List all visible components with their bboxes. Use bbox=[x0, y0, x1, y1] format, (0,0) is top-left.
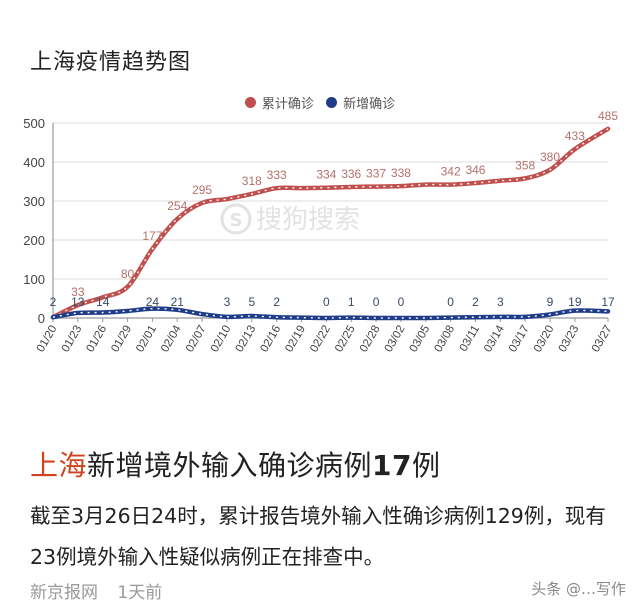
new-value-label: 17 bbox=[601, 295, 615, 309]
legend-dot-cumulative-icon bbox=[244, 97, 256, 108]
x-tick-label: 02/25 bbox=[333, 324, 358, 355]
article-time: 1天前 bbox=[117, 583, 163, 603]
y-tick-label: 100 bbox=[23, 272, 45, 287]
cumulative-value-label: 80 bbox=[121, 267, 135, 281]
y-tick-label: 200 bbox=[23, 233, 45, 248]
cumulative-value-label: 358 bbox=[515, 158, 535, 172]
new-value-label: 0 bbox=[447, 295, 454, 309]
new-value-label: 0 bbox=[373, 295, 380, 309]
x-tick-label: 02/13 bbox=[234, 324, 259, 355]
x-tick-label: 02/16 bbox=[258, 324, 283, 355]
x-tick-label: 02/07 bbox=[184, 324, 209, 355]
new-value-label: 3 bbox=[497, 295, 504, 309]
new-value-label: 5 bbox=[248, 295, 255, 309]
new-value-label: 1 bbox=[348, 295, 355, 309]
x-tick-label: 03/17 bbox=[507, 324, 532, 355]
x-tick-label: 01/23 bbox=[60, 324, 85, 355]
headline-number: 17 bbox=[372, 449, 412, 482]
legend-item-new[interactable]: 新增确诊 bbox=[326, 93, 395, 112]
cumulative-value-label: 338 bbox=[391, 166, 411, 180]
author-watermark: 头条 @…写作 bbox=[531, 580, 626, 598]
y-tick-label: 0 bbox=[38, 311, 45, 326]
svg-text:搜狗搜索: 搜狗搜索 bbox=[256, 205, 360, 235]
cumulative-value-label: 177 bbox=[142, 229, 162, 243]
new-value-label: 2 bbox=[50, 295, 57, 309]
article-meta: 新京报网 1天前 bbox=[30, 578, 176, 603]
cumulative-value-label: 336 bbox=[341, 167, 361, 181]
cumulative-value-label: 254 bbox=[167, 199, 187, 213]
new-value-label: 0 bbox=[398, 295, 405, 309]
cumulative-value-label: 380 bbox=[540, 150, 560, 164]
legend-label-new: 新增确诊 bbox=[343, 97, 396, 112]
chart-legend: 累计确诊 新增确诊 bbox=[0, 93, 640, 112]
cumulative-value-label: 342 bbox=[441, 165, 461, 179]
y-tick-label: 300 bbox=[23, 194, 45, 209]
legend-item-cumulative[interactable]: 累计确诊 bbox=[244, 93, 314, 112]
new-value-label: 2 bbox=[273, 295, 280, 309]
headline-suffix: 例 bbox=[412, 449, 441, 482]
svg-text:S: S bbox=[230, 210, 243, 231]
cumulative-value-label: 318 bbox=[242, 174, 262, 188]
new-value-label: 14 bbox=[96, 295, 110, 309]
new-value-label: 24 bbox=[146, 295, 160, 309]
cumulative-value-label: 33 bbox=[71, 285, 85, 299]
cumulative-value-label: 295 bbox=[192, 183, 212, 197]
x-tick-label: 01/29 bbox=[109, 324, 134, 355]
line-dots bbox=[52, 128, 609, 318]
x-tick-label: 01/26 bbox=[85, 324, 110, 355]
new-cases-line bbox=[50, 306, 611, 321]
article-headline[interactable]: 上海新增境外输入确诊病例17例 bbox=[30, 444, 441, 484]
new-value-label: 2 bbox=[472, 295, 479, 309]
y-tick-label: 500 bbox=[23, 116, 45, 131]
new-value-label: 19 bbox=[568, 295, 582, 309]
x-tick-label: 03/14 bbox=[482, 323, 507, 354]
x-tick-label: 03/20 bbox=[532, 324, 557, 355]
cumulative-value-label: 337 bbox=[366, 167, 386, 181]
x-tick-label: 03/27 bbox=[590, 324, 615, 355]
headline-highlight: 上海 bbox=[30, 449, 88, 482]
cumulative-value-label: 334 bbox=[316, 168, 336, 182]
x-tick-label: 03/11 bbox=[458, 324, 482, 354]
headline-text: 新增境外输入确诊病例 bbox=[87, 449, 373, 482]
legend-label-cumulative: 累计确诊 bbox=[261, 97, 314, 112]
new-value-label: 13 bbox=[71, 295, 85, 309]
new-value-label: 3 bbox=[224, 295, 231, 309]
article-summary: 截至3月26日24时，累计报告境外输入性确诊病例129例，现有23例境外输入性疑… bbox=[30, 504, 606, 569]
legend-dot-new-icon bbox=[326, 97, 338, 108]
x-tick-label: 03/05 bbox=[408, 324, 433, 355]
x-tick-label: 02/10 bbox=[209, 324, 234, 355]
sogou-watermark: S 搜狗搜索 bbox=[220, 203, 360, 235]
y-tick-label: 400 bbox=[23, 155, 45, 170]
cumulative-value-label: 333 bbox=[267, 168, 287, 182]
new-value-label: 21 bbox=[171, 295, 185, 309]
new-value-label: 0 bbox=[323, 295, 330, 309]
x-tick-label: 03/23 bbox=[557, 324, 582, 355]
cumulative-value-label: 433 bbox=[565, 129, 585, 143]
new-value-label: 9 bbox=[547, 295, 554, 309]
x-tick-label: 02/28 bbox=[358, 324, 383, 355]
x-tick-label: 03/02 bbox=[383, 324, 408, 355]
x-tick-label: 02/01 bbox=[134, 324, 159, 355]
article-source[interactable]: 新京报网 bbox=[30, 583, 98, 603]
x-tick-label: 01/20 bbox=[35, 324, 60, 355]
chart-title: 上海疫情趋势图 bbox=[30, 50, 192, 75]
cumulative-value-label: 485 bbox=[598, 109, 618, 123]
x-tick-label: 02/22 bbox=[308, 324, 333, 355]
cumulative-value-label: 346 bbox=[465, 163, 485, 177]
x-tick-label: 02/19 bbox=[283, 324, 308, 355]
line-dots bbox=[52, 307, 609, 319]
x-tick-label: 02/04 bbox=[159, 323, 184, 354]
x-tick-label: 03/08 bbox=[432, 324, 457, 355]
